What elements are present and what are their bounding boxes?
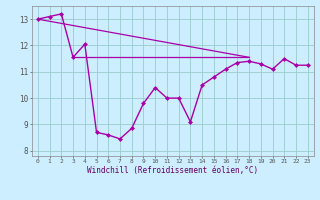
X-axis label: Windchill (Refroidissement éolien,°C): Windchill (Refroidissement éolien,°C) [87, 166, 258, 175]
